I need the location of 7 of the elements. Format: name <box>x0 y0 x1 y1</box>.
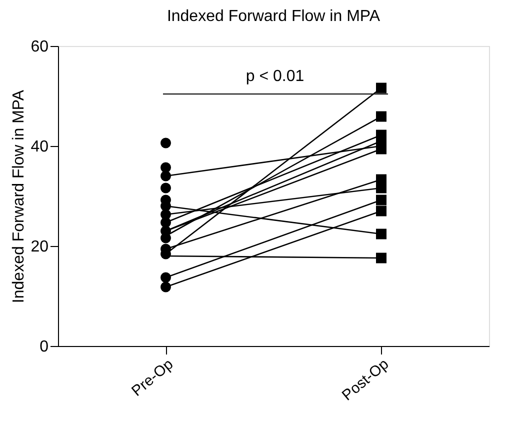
annotation: p < 0.01 <box>246 68 304 85</box>
chart-title: Indexed Forward Flow in MPA <box>166 8 380 25</box>
y-axis-title: Indexed Forward Flow in MPA <box>10 90 28 304</box>
y-tick-label: 20 <box>30 238 49 256</box>
y-tick-label: 0 <box>40 338 49 356</box>
y-tick-label: 60 <box>30 38 49 56</box>
y-tick-label: 40 <box>30 138 49 156</box>
